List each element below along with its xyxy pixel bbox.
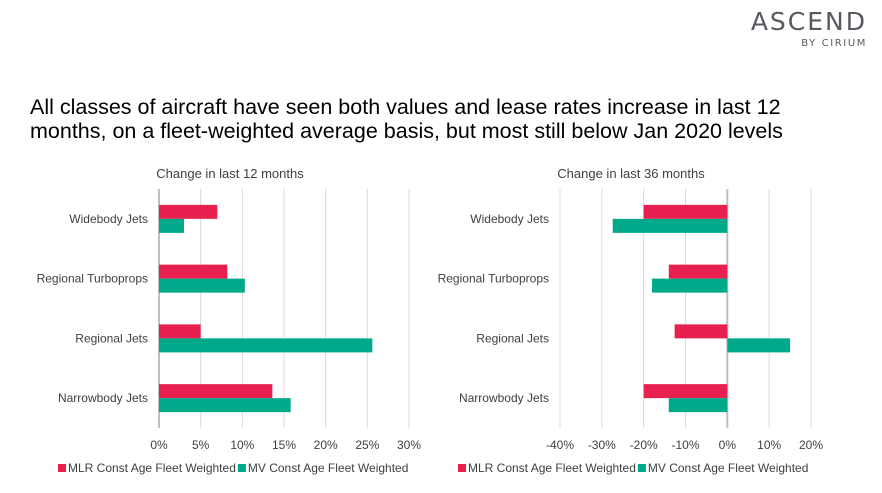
right-chart-bar-mv (668, 398, 728, 413)
left-chart-bar-mv (159, 338, 373, 353)
left-chart-category-label: Regional Turboprops (37, 272, 148, 286)
right-chart-legend-label-mlr: MLR Const Age Fleet Weighted (468, 461, 636, 475)
right-chart-category-label: Narrowbody Jets (459, 391, 549, 405)
headline-line-1: All classes of aircraft have seen both v… (30, 95, 781, 119)
left-chart-title: Change in last 12 months (156, 166, 304, 181)
left-chart-legend-label-mlr: MLR Const Age Fleet Weighted (68, 461, 236, 475)
right-chart-bar-mv (612, 218, 728, 233)
logo-wordmark: ASCEND (750, 7, 867, 36)
right-chart-tick-label: -40% (546, 438, 574, 452)
right-chart-category-label: Widebody Jets (470, 212, 549, 226)
left-chart-category-label: Regional Jets (75, 331, 148, 345)
right-chart-bar-mlr (668, 264, 728, 279)
left-chart-bar-mlr (159, 324, 201, 339)
right-chart-legend-label-mv: MV Const Age Fleet Weighted (648, 461, 809, 475)
right-chart-tick-label: 10% (757, 438, 781, 452)
left-chart-tick-label: 30% (397, 438, 421, 452)
left-chart-bar-mlr (159, 384, 273, 399)
right-chart-bar-mlr (674, 324, 728, 339)
right-chart-tick-label: -30% (588, 438, 616, 452)
left-chart-bar-mv (159, 218, 184, 233)
right-chart-legend-swatch-mlr (458, 464, 466, 472)
right-chart-bar-mlr (643, 384, 728, 399)
right-chart-category-label: Regional Jets (476, 331, 549, 345)
slide-headline: All classes of aircraft have seen both v… (30, 95, 870, 143)
right-chart-tick-label: -20% (630, 438, 658, 452)
left-chart-tick-label: 15% (272, 438, 296, 452)
right-chart-bar-mv (652, 278, 728, 293)
right-chart-legend-swatch-mv (637, 464, 646, 472)
logo-subtitle: BY CIRIUM (801, 38, 867, 49)
left-chart-bar-mv (159, 278, 245, 293)
right-chart-tick-label: 20% (799, 438, 823, 452)
right-chart-title: Change in last 36 months (557, 166, 705, 181)
left-chart-bar-mv (159, 398, 291, 413)
left-chart-legend-swatch-mv (237, 464, 246, 472)
right-chart-bar-mv (727, 338, 791, 353)
left-chart-legend-swatch-mlr (58, 464, 66, 472)
left-chart-legend-label-mv: MV Const Age Fleet Weighted (248, 461, 409, 475)
right-chart-tick-label: 0% (719, 438, 737, 452)
right-chart-category-label: Regional Turboprops (438, 272, 549, 286)
left-chart-category-label: Narrowbody Jets (58, 391, 148, 405)
right-chart-tick-label: -10% (671, 438, 699, 452)
left-chart-tick-label: 5% (192, 438, 210, 452)
right-chart-bar-mlr (643, 204, 728, 219)
left-chart-tick-label: 10% (230, 438, 254, 452)
left-chart-tick-label: 20% (314, 438, 338, 452)
left-chart-category-label: Widebody Jets (69, 212, 148, 226)
ascend-logo: ASCEND BY CIRIUM (751, 8, 867, 50)
left-chart-tick-label: 25% (355, 438, 379, 452)
left-chart-bar-mlr (159, 264, 228, 279)
left-chart-bar-mlr (159, 204, 218, 219)
headline-line-2: months, on a fleet-weighted average basi… (30, 119, 783, 143)
left-chart-tick-label: 0% (150, 438, 168, 452)
